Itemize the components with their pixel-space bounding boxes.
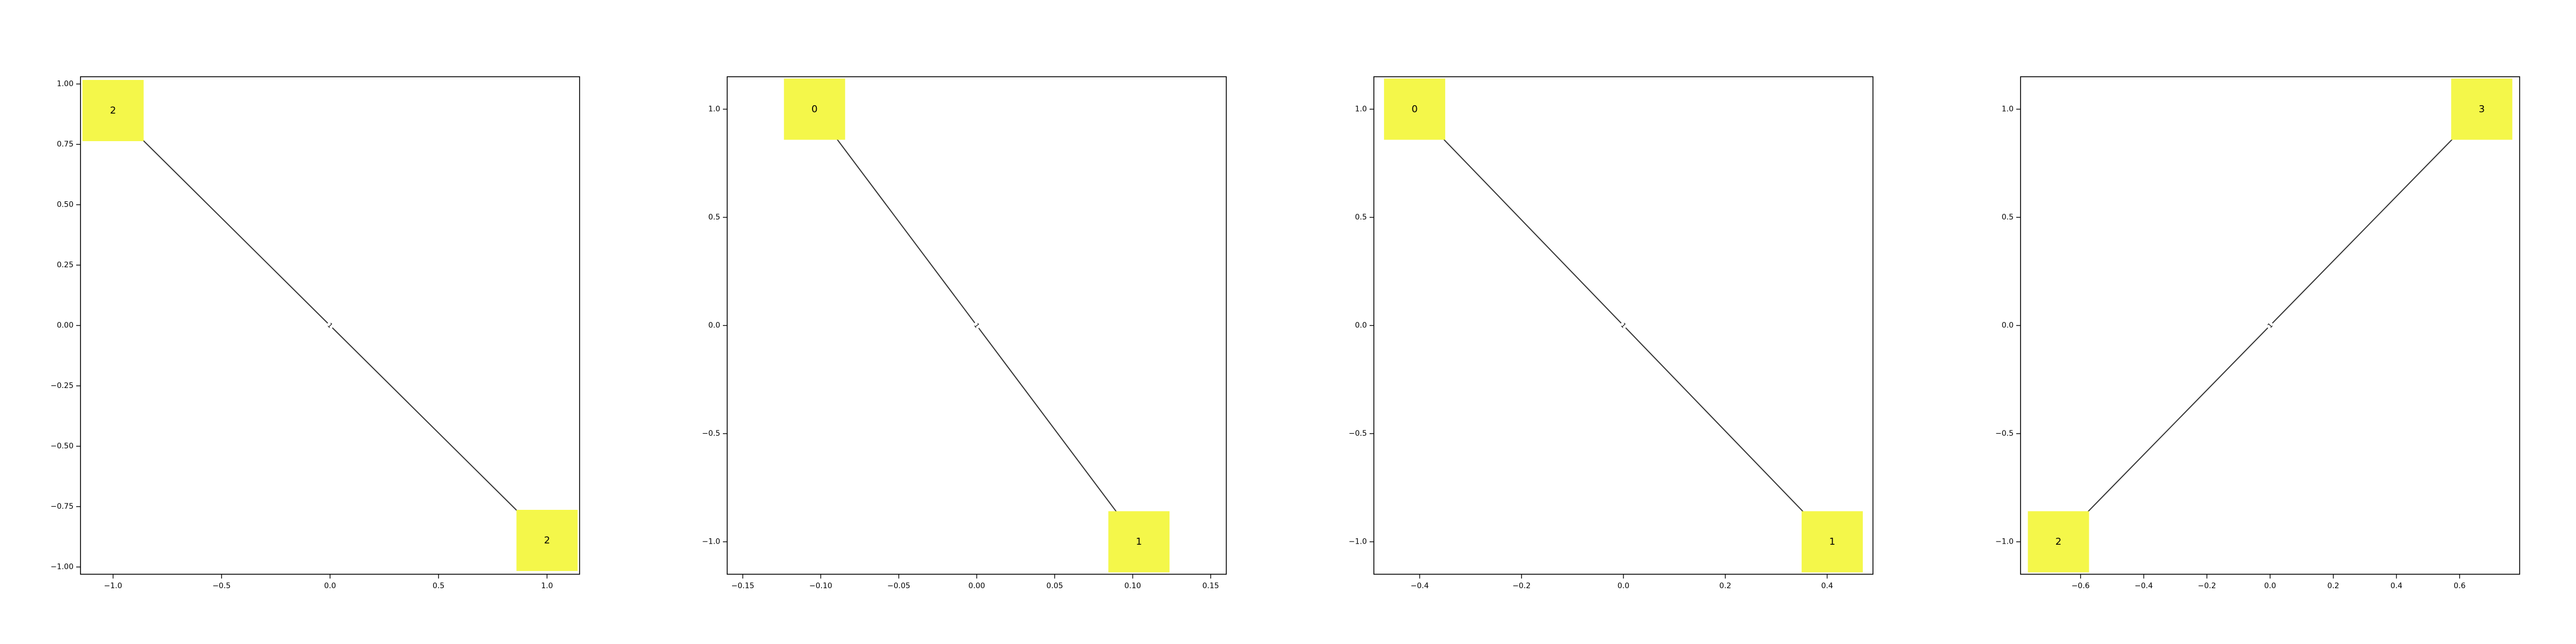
y-tick-label: −0.5 — [702, 429, 720, 438]
y-tick-label: 1.0 — [1355, 105, 1367, 113]
y-tick-label: 1.0 — [708, 105, 720, 113]
y-tick-label: −0.50 — [50, 442, 74, 451]
node-label: 0 — [1411, 104, 1417, 115]
y-tick-label: −1.00 — [50, 563, 74, 572]
y-tick-label: −0.75 — [50, 502, 74, 511]
x-tick-label: −0.6 — [2072, 582, 2090, 590]
x-tick-label: 0.10 — [1124, 582, 1141, 590]
node-label: 2 — [110, 105, 116, 116]
node-box — [516, 510, 578, 571]
edge-label-group: 1 — [971, 320, 982, 331]
y-tick-label: −1.0 — [1995, 538, 2014, 546]
y-tick-label: 0.5 — [708, 213, 720, 222]
node-box — [1384, 78, 1445, 140]
x-tick-label: 0.00 — [968, 582, 985, 590]
x-tick-label: 0.2 — [1719, 582, 1731, 590]
y-tick-label: 0.5 — [1355, 213, 1367, 222]
edge-label-group: 1 — [2265, 320, 2275, 331]
y-tick-label: −1.0 — [1349, 538, 1367, 546]
y-tick-label: 0.25 — [57, 261, 74, 269]
subplot-4: 1 3 2 −0.6 −0.4 −0.2 0.0 0.2 0.4 0.6 −1.0 −0.5 0.0 0.… — [1995, 76, 2520, 590]
y-tick-label: 0.5 — [2002, 213, 2014, 222]
edge-label-background — [2265, 320, 2275, 331]
node-label: 3 — [2479, 104, 2485, 115]
subplot-1: 1 2 2 −1.0 −0.5 0.0 0.5 1.0 −1.00 −0.75 −0.50 −0.25… — [50, 76, 580, 590]
x-tick-label: −1.0 — [104, 582, 122, 590]
x-tick-label: 0.15 — [1202, 582, 1219, 590]
x-tick-label: −0.15 — [731, 582, 755, 590]
node-box — [2451, 78, 2513, 140]
x-tick-label: 0.4 — [2390, 582, 2402, 590]
x-tick-label: 0.4 — [1821, 582, 1833, 590]
y-tick-label: −1.0 — [702, 538, 720, 546]
edge-label-background — [971, 320, 982, 331]
node-label: 1 — [1136, 536, 1142, 547]
x-tick-label: 0.0 — [2264, 582, 2276, 590]
edge-label-background — [1618, 320, 1629, 331]
edge-label-group: 1 — [1618, 320, 1629, 331]
x-tick-label: −0.2 — [2198, 582, 2216, 590]
x-tick-label: −0.4 — [1410, 582, 1429, 590]
y-tick-label: 0.0 — [1355, 321, 1367, 330]
y-tick-label: 0.00 — [57, 321, 74, 330]
node-label: 2 — [2055, 536, 2061, 547]
y-tick-label: 1.0 — [2002, 105, 2014, 113]
x-tick-label: 1.0 — [541, 582, 553, 590]
y-tick-label: 1.00 — [57, 80, 74, 89]
y-tick-label: −0.5 — [1349, 429, 1367, 438]
y-tick-label: −0.5 — [1995, 429, 2014, 438]
x-tick-label: −0.10 — [809, 582, 832, 590]
x-tick-label: −0.5 — [213, 582, 231, 590]
x-tick-label: 0.0 — [324, 582, 336, 590]
subplot-2: 1 0 1 −0.15 −0.10 −0.05 0.00 0.05 0.10 0.15 −1.0 −0… — [702, 76, 1227, 590]
x-tick-label: −0.4 — [2135, 582, 2153, 590]
node-label: 0 — [811, 104, 817, 115]
y-tick-label: 0.0 — [2002, 321, 2014, 330]
node-box — [2028, 511, 2089, 573]
x-tick-label: −0.05 — [887, 582, 910, 590]
y-tick-label: 0.50 — [57, 201, 74, 209]
x-tick-label: 0.2 — [2328, 582, 2339, 590]
node-box — [784, 78, 845, 140]
y-tick-label: 0.0 — [708, 321, 720, 330]
x-tick-label: 0.0 — [1618, 582, 1629, 590]
y-tick-label: 0.75 — [57, 140, 74, 149]
x-tick-label: −0.2 — [1512, 582, 1531, 590]
node-box — [1802, 511, 1863, 573]
x-tick-label: 0.6 — [2454, 582, 2465, 590]
node-label: 1 — [1829, 536, 1835, 547]
edge-label-group: 1 — [325, 320, 335, 331]
node-box — [82, 80, 144, 141]
subplot-3: 1 0 1 −0.4 −0.2 0.0 0.2 0.4 −1.0 −0.5 0.0 0.5 1.0 — [1349, 76, 1874, 590]
x-tick-label: 0.5 — [433, 582, 444, 590]
edge-label-background — [325, 320, 335, 331]
x-tick-label: 0.05 — [1046, 582, 1063, 590]
node-box — [1108, 511, 1170, 573]
y-tick-label: −0.25 — [50, 382, 74, 390]
node-label: 2 — [544, 535, 550, 546]
